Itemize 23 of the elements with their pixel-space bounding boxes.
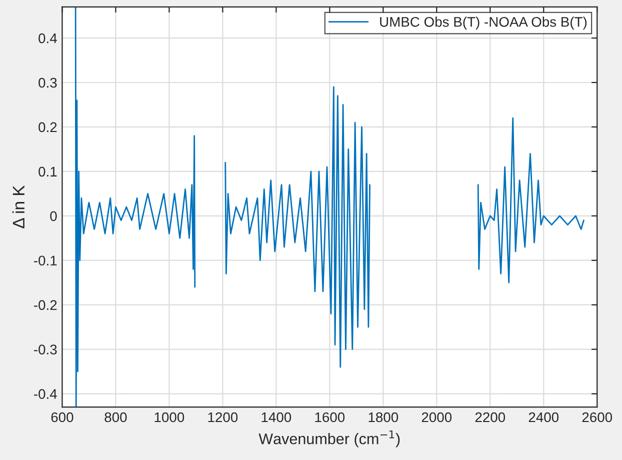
x-tick-label: 2200	[475, 412, 506, 422]
legend-label: UMBC Obs B(T) -NOAA Obs B(T)	[380, 16, 587, 30]
y-tick-label: 0	[50, 211, 57, 222]
y-tick-label: 0.3	[38, 78, 57, 88]
x-tick-label: 1400	[262, 412, 292, 422]
y-axis-title: Δ in K	[12, 185, 24, 228]
x-tick-label: 1000	[154, 412, 184, 422]
x-tick-label: 2000	[422, 412, 452, 422]
y-tick-label: -0.2	[34, 300, 57, 310]
x-axis-title: Wavenumber (cm$^{−1}$)	[258, 430, 400, 448]
y-tick-label: 0.4	[38, 33, 57, 44]
x-tick-label: 1600	[315, 412, 345, 422]
x-tick-label: 2400	[528, 412, 559, 422]
y-tick-label: -0.1	[34, 256, 57, 266]
x-tick-label: 800	[104, 412, 127, 422]
y-tick-label: -0.4	[34, 389, 57, 399]
x-tick-label: 1800	[368, 412, 398, 422]
y-tick-label: -0.3	[34, 344, 57, 354]
x-tick-label: 1200	[208, 412, 238, 422]
y-tick-label: 0.1	[38, 166, 57, 177]
x-tick-label: 2600	[582, 412, 612, 422]
x-tick-label: 600	[51, 412, 74, 422]
y-tick-label: 0.2	[38, 122, 57, 132]
